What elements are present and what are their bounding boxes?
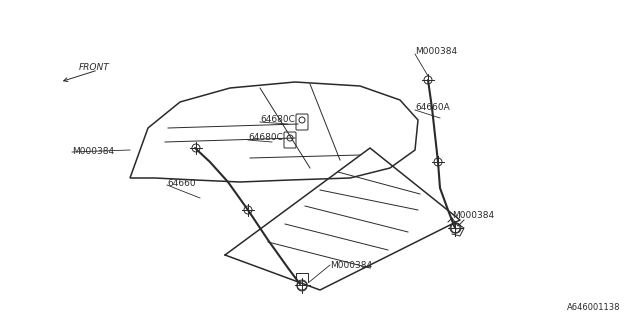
Text: 64680C: 64680C — [248, 132, 283, 141]
Text: FRONT: FRONT — [79, 63, 109, 73]
Text: M000384: M000384 — [452, 211, 494, 220]
Text: M000384: M000384 — [72, 148, 114, 156]
Text: 64660A: 64660A — [415, 103, 450, 113]
Text: 64660: 64660 — [167, 179, 196, 188]
Text: M000384: M000384 — [415, 47, 457, 57]
Text: A646001138: A646001138 — [566, 303, 620, 312]
Text: 64680C: 64680C — [260, 116, 295, 124]
Text: M000384: M000384 — [330, 260, 372, 269]
